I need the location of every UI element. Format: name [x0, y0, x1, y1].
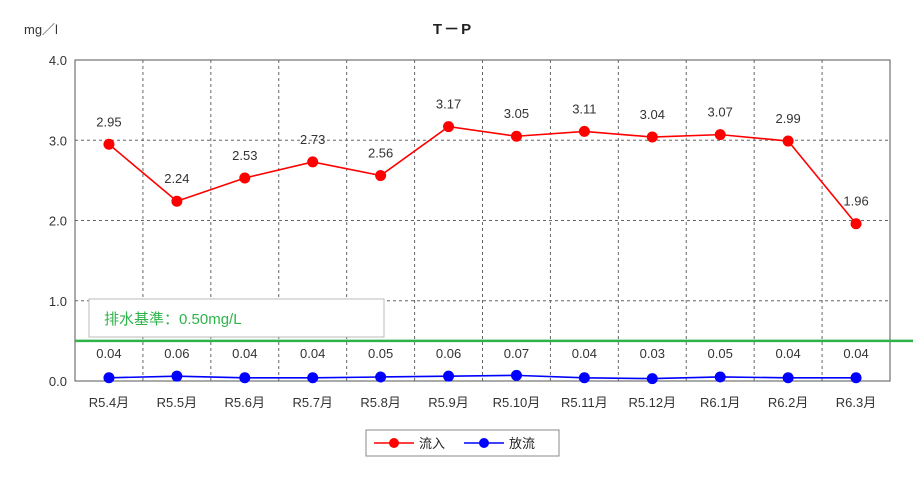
- data-point: [239, 372, 251, 384]
- data-point: [510, 130, 522, 142]
- data-label: 3.17: [436, 97, 461, 112]
- data-point: [782, 135, 794, 147]
- series-layer: 2.95 2.24 2.53 2.73 2.56 3.17 3.05 3.11 3.04 3.07…: [96, 97, 869, 385]
- y-axis-unit-label: mg／l: [24, 22, 58, 37]
- y-tick-label: 1.0: [49, 294, 67, 309]
- data-point: [578, 125, 590, 137]
- data-label: 0.05: [368, 346, 393, 361]
- y-tick-label: 3.0: [49, 133, 67, 148]
- data-point: [443, 370, 455, 382]
- x-tick-label: R6.2月: [768, 395, 808, 410]
- data-label: 2.53: [232, 148, 257, 163]
- chart-title: T－P: [433, 21, 473, 38]
- data-point: [782, 372, 794, 384]
- data-point: [307, 372, 319, 384]
- reference-annotation-box: [88, 298, 385, 338]
- data-label: 0.06: [164, 346, 189, 361]
- data-point: [850, 218, 862, 230]
- x-tick-label: R6.1月: [700, 395, 740, 410]
- data-label: 0.04: [572, 346, 597, 361]
- legend-marker: [479, 438, 489, 448]
- data-label: 2.99: [775, 111, 800, 126]
- x-tick-label: R5.8月: [360, 395, 400, 410]
- data-label: 0.06: [436, 346, 461, 361]
- data-label: 3.05: [504, 106, 529, 121]
- data-label: 2.95: [96, 114, 121, 129]
- x-tick-label: R5.11月: [561, 395, 608, 410]
- x-tick-label: R6.3月: [836, 395, 876, 410]
- y-tick-labels: 0.0 1.0 2.0 3.0 4.0: [49, 53, 67, 389]
- x-tick-label: R5.6月: [225, 395, 265, 410]
- x-tick-label: R5.7月: [292, 395, 332, 410]
- legend-label: 流入: [419, 436, 445, 451]
- data-point: [375, 371, 387, 383]
- data-label: 0.05: [708, 346, 733, 361]
- data-point: [375, 170, 387, 182]
- series-line-0: [108, 125, 857, 225]
- data-label: 0.04: [96, 346, 121, 361]
- x-tick-label: R5.4月: [89, 395, 129, 410]
- data-label: 2.56: [368, 146, 393, 161]
- data-point: [714, 129, 726, 141]
- data-point: [578, 372, 590, 384]
- data-label: 2.24: [164, 171, 189, 186]
- data-label: 0.07: [504, 346, 529, 361]
- data-label: 0.04: [843, 346, 868, 361]
- reference-annotation: 排水基準：0.50mg/L: [88, 298, 385, 338]
- legend: 流入 放流: [365, 429, 560, 457]
- data-point: [646, 131, 658, 143]
- reference-annotation-text: 排水基準：0.50mg/L: [104, 311, 242, 328]
- data-label: 0.04: [775, 346, 800, 361]
- data-label: 2.73: [300, 132, 325, 147]
- x-tick-label: R5.10月: [493, 395, 541, 410]
- data-label: 0.03: [640, 346, 665, 361]
- data-point: [171, 195, 183, 207]
- legend-marker: [389, 438, 399, 448]
- data-point: [171, 370, 183, 382]
- data-label: 1.96: [843, 194, 868, 209]
- legend-label: 放流: [509, 436, 535, 451]
- data-point: [103, 372, 115, 384]
- data-label: 3.04: [640, 107, 665, 122]
- data-point: [103, 138, 115, 150]
- data-label: 3.11: [572, 101, 596, 116]
- data-point: [646, 373, 658, 385]
- data-point: [714, 371, 726, 383]
- y-tick-label: 0.0: [49, 374, 67, 389]
- x-tick-label: R5.12月: [628, 395, 676, 410]
- data-label: 0.04: [300, 346, 325, 361]
- data-point: [307, 156, 319, 168]
- data-label: 0.04: [232, 346, 257, 361]
- data-point: [443, 121, 455, 133]
- y-tick-label: 2.0: [49, 214, 67, 229]
- x-tick-label: R5.9月: [428, 395, 468, 410]
- x-tick-label: R5.5月: [157, 395, 197, 410]
- data-point: [850, 372, 862, 384]
- data-label: 3.07: [708, 105, 733, 120]
- series-line-1: [108, 374, 857, 380]
- x-tick-labels: R5.4月 R5.5月 R5.6月 R5.7月 R5.8月 R5.9月 R5.10月 R5.1…: [89, 395, 877, 410]
- y-tick-label: 4.0: [49, 53, 67, 68]
- data-point: [510, 369, 522, 381]
- data-point: [239, 172, 251, 184]
